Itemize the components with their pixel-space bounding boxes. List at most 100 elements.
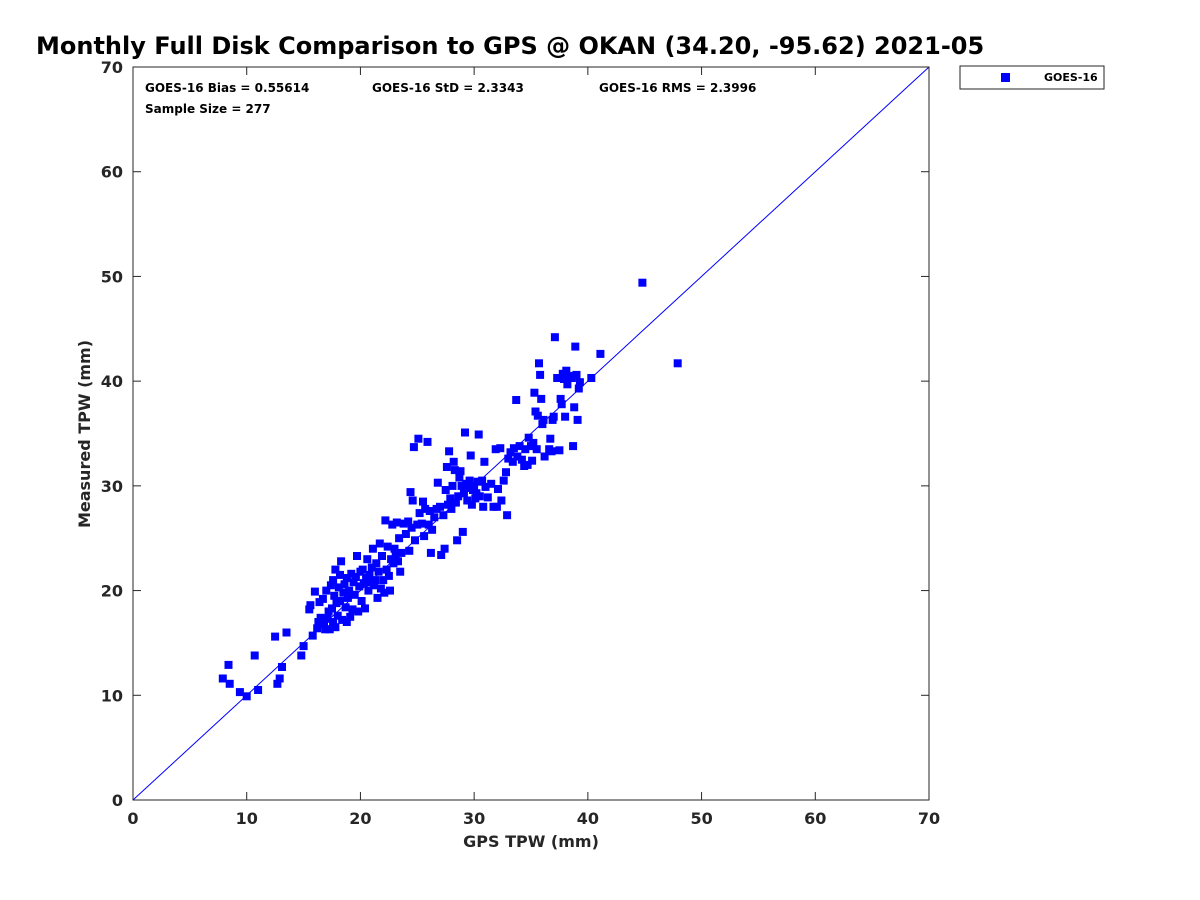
data-point: [235, 688, 244, 697]
data-point: [471, 494, 480, 503]
y-tick-label: 10: [101, 686, 123, 705]
data-point: [336, 597, 344, 605]
data-point: [426, 548, 435, 557]
data-point: [538, 420, 547, 429]
data-point: [367, 563, 376, 572]
data-point: [456, 467, 465, 476]
data-point: [509, 444, 518, 453]
data-point: [575, 378, 584, 387]
data-point: [533, 411, 542, 420]
data-point: [439, 511, 448, 520]
data-point: [529, 438, 538, 447]
x-tick-label: 20: [349, 809, 371, 828]
data-point: [523, 460, 532, 469]
data-point: [225, 679, 234, 688]
data-point: [441, 486, 450, 494]
data-point: [481, 482, 490, 491]
data-point: [567, 374, 576, 382]
data-point: [383, 542, 392, 551]
data-point: [596, 349, 605, 358]
data-point: [328, 604, 336, 613]
data-point: [399, 519, 408, 528]
data-point: [342, 574, 351, 582]
data-point: [379, 576, 388, 585]
data-point: [569, 442, 578, 451]
data-point: [458, 527, 467, 536]
data-point: [464, 484, 473, 492]
data-point: [428, 525, 437, 534]
data-point: [382, 565, 391, 574]
data-point: [563, 380, 572, 389]
data-point: [453, 536, 462, 545]
data-point: [502, 468, 510, 477]
data-point: [499, 476, 508, 485]
data-point: [386, 586, 394, 595]
data-point: [336, 570, 344, 579]
data-point: [365, 570, 374, 579]
x-axis-label: GPS TPW (mm): [463, 832, 599, 851]
data-point: [546, 434, 555, 443]
data-point: [338, 615, 347, 624]
data-point: [224, 660, 233, 669]
data-point: [454, 492, 463, 501]
data-point: [353, 552, 361, 560]
data-point: [437, 551, 446, 559]
data-point: [389, 559, 398, 568]
data-point: [587, 374, 596, 382]
data-point: [465, 476, 474, 485]
data-point: [556, 394, 565, 403]
chart-title: Monthly Full Disk Comparison to GPS @ OK…: [36, 32, 984, 60]
data-point: [512, 396, 521, 404]
data-point: [375, 539, 384, 548]
data-point: [320, 620, 328, 629]
data-point: [414, 434, 423, 443]
data-point: [497, 496, 506, 505]
x-tick-label: 60: [804, 809, 826, 828]
data-point: [397, 548, 406, 557]
data-point: [378, 552, 386, 560]
std-stat: GOES-16 StD = 2.3343: [372, 81, 524, 95]
data-point: [334, 583, 343, 592]
data-point: [299, 642, 308, 651]
data-point: [282, 628, 291, 637]
data-point: [347, 569, 356, 578]
data-point: [370, 581, 379, 590]
data-point: [532, 445, 541, 454]
data-point: [404, 517, 413, 526]
data-point: [323, 614, 332, 623]
data-point: [528, 456, 537, 465]
data-point: [449, 457, 458, 466]
data-point: [536, 370, 545, 379]
y-axis: 0 10 20 30 40 50 60 70: [101, 58, 929, 810]
data-point: [547, 447, 556, 456]
data-point: [537, 394, 546, 403]
data-point: [316, 613, 325, 622]
data-point: [440, 544, 449, 553]
data-point: [638, 278, 647, 287]
legend-marker-square-icon: [1001, 73, 1010, 82]
data-point: [349, 578, 358, 587]
data-point: [325, 625, 334, 634]
data-point: [358, 565, 367, 574]
data-point: [271, 632, 280, 641]
data-point: [479, 502, 488, 511]
data-point: [539, 415, 548, 424]
data-point: [322, 586, 331, 595]
data-point: [459, 489, 468, 498]
data-point: [305, 605, 314, 614]
series-goes-16-points: [218, 278, 682, 701]
data-point: [250, 651, 259, 660]
y-tick-label: 30: [101, 477, 123, 496]
data-point: [388, 520, 397, 529]
y-tick-label: 20: [101, 582, 123, 601]
data-point: [419, 497, 427, 506]
y-tick-label: 0: [112, 791, 123, 810]
data-point: [313, 624, 322, 633]
data-point: [508, 457, 517, 466]
data-point: [425, 507, 434, 515]
data-point: [421, 504, 430, 513]
legend-entry-goes-16: GOES-16: [1044, 71, 1098, 84]
data-point: [455, 473, 464, 482]
data-point: [413, 520, 422, 529]
data-point: [492, 502, 501, 511]
